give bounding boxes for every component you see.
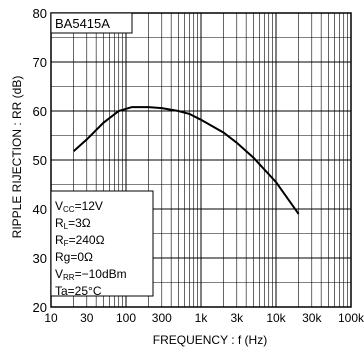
y-tick-label: 30 bbox=[33, 251, 47, 266]
x-tick-label: 30 bbox=[80, 311, 94, 325]
conditions-annotation-box: VCC=12V RL=3Ω RF=240Ω Rg=0Ω VRR=−10dBm T… bbox=[50, 190, 154, 298]
x-tick-labels: 10 30 100 300 1k 3k 10k 30k 100k bbox=[44, 311, 364, 325]
condition-vcc: VCC=12V bbox=[55, 199, 103, 214]
conditions-box-frame bbox=[50, 190, 154, 297]
x-tick-label: 100 bbox=[116, 311, 136, 325]
x-tick-label: 10k bbox=[266, 311, 286, 325]
x-tick-label: 10 bbox=[44, 311, 58, 325]
condition-rg: Rg=0Ω bbox=[55, 250, 93, 264]
series-line bbox=[72, 106, 300, 215]
y-tick-labels: 20 30 40 50 60 70 80 bbox=[33, 6, 47, 315]
x-tick-label: 1k bbox=[195, 311, 209, 325]
condition-rl: RL=3Ω bbox=[55, 216, 91, 231]
y-tick-label: 20 bbox=[33, 300, 47, 315]
y-tick-label: 60 bbox=[33, 104, 47, 119]
y-axis-label: RIPPLE RIJECTION : RR (dB) bbox=[10, 76, 24, 239]
x-tick-label: 3k bbox=[230, 311, 244, 325]
chart-title: BA5415A bbox=[55, 16, 110, 31]
y-tick-label: 70 bbox=[33, 55, 47, 70]
condition-ta: Ta=25°C bbox=[55, 284, 102, 298]
x-axis-label: FREQUENCY : f (Hz) bbox=[153, 333, 267, 347]
x-tick-label: 300 bbox=[152, 311, 172, 325]
chart-title-box: BA5415A bbox=[50, 12, 133, 34]
plot-frame bbox=[50, 12, 352, 308]
x-tick-label: 30k bbox=[302, 311, 322, 325]
y-tick-label: 40 bbox=[33, 202, 47, 217]
y-tick-label: 80 bbox=[33, 6, 47, 21]
condition-rf: RF=240Ω bbox=[55, 233, 105, 248]
title-box-frame bbox=[50, 12, 133, 34]
x-tick-label: 100k bbox=[338, 311, 364, 325]
y-tick-label: 50 bbox=[33, 153, 47, 168]
